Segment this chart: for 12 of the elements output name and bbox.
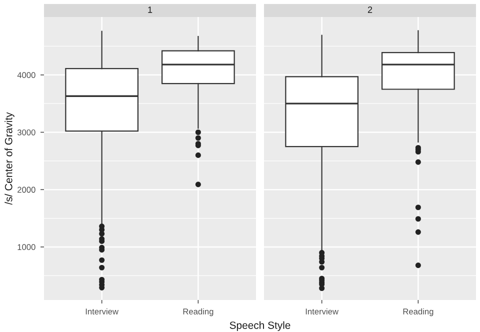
y-tick-label: 4000 bbox=[17, 72, 36, 78]
x-tick-label: Reading bbox=[183, 308, 214, 316]
x-tick-label: Interview bbox=[306, 308, 339, 314]
y-tick-label: 2000 bbox=[18, 186, 36, 193]
y-tick-label: 1000 bbox=[18, 244, 36, 250]
y-axis-title: /s/ Center of Gravity bbox=[4, 112, 14, 205]
x-tick-label: Reading bbox=[403, 308, 434, 316]
x-axis-title: Speech Style bbox=[230, 321, 290, 331]
chart-title: 1 bbox=[148, 6, 152, 13]
chart-title: 2 bbox=[368, 6, 372, 13]
y-tick-label: 3000 bbox=[17, 129, 36, 136]
x-tick-label: Interview bbox=[86, 308, 119, 314]
